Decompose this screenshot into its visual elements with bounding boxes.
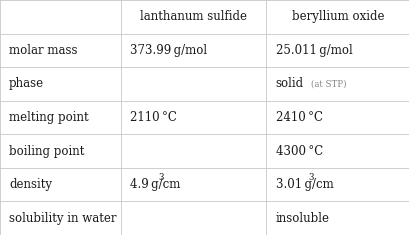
Text: 3: 3 [307,173,312,182]
Text: (at STP): (at STP) [310,79,346,88]
Text: 4.9 g/cm: 4.9 g/cm [130,178,180,191]
Text: solid: solid [275,77,303,90]
Text: lanthanum sulfide: lanthanum sulfide [140,10,247,23]
Text: 25.011 g/mol: 25.011 g/mol [275,44,351,57]
Text: insoluble: insoluble [275,212,329,225]
Text: 2410 °C: 2410 °C [275,111,322,124]
Text: 3.01 g/cm: 3.01 g/cm [275,178,333,191]
Text: boiling point: boiling point [9,145,84,158]
Text: 373.99 g/mol: 373.99 g/mol [130,44,207,57]
Text: melting point: melting point [9,111,88,124]
Text: density: density [9,178,52,191]
Text: solubility in water: solubility in water [9,212,116,225]
Text: beryllium oxide: beryllium oxide [291,10,384,23]
Text: molar mass: molar mass [9,44,77,57]
Text: phase: phase [9,77,44,90]
Text: 2110 °C: 2110 °C [130,111,176,124]
Text: 3: 3 [157,173,163,182]
Text: 4300 °C: 4300 °C [275,145,322,158]
